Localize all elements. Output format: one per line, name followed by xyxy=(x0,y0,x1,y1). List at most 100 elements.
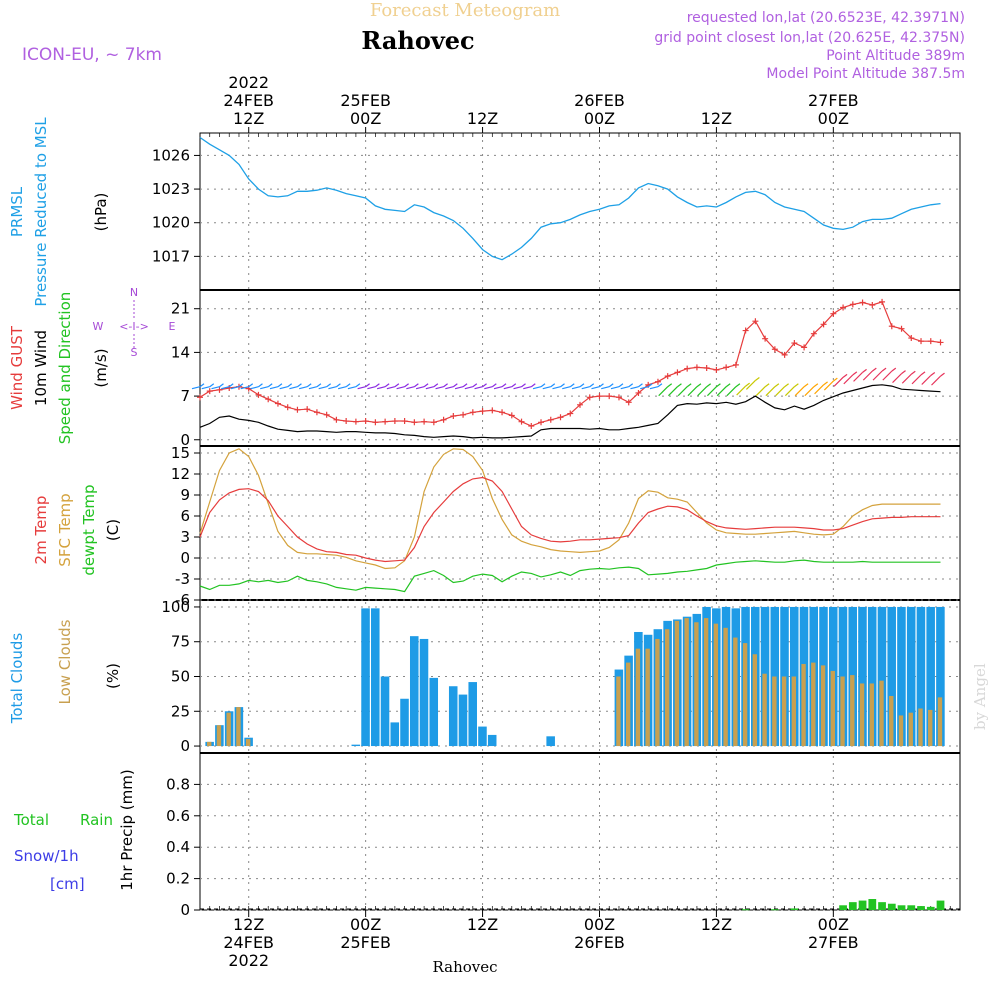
wind-barb xyxy=(289,386,298,390)
y-tick-label: 0 xyxy=(180,901,190,919)
rain-bar xyxy=(839,905,847,910)
gust-point xyxy=(343,418,350,425)
rain-label: Rain xyxy=(80,811,113,829)
wind-barb xyxy=(318,386,327,390)
wind-barb xyxy=(921,375,932,385)
y-tick-label: 50 xyxy=(171,668,190,686)
wind-barb-tick xyxy=(608,383,614,388)
gust-point xyxy=(625,399,632,406)
low-cloud-bar xyxy=(674,620,680,747)
total-cloud-bar xyxy=(858,606,867,747)
wind-barb-tick xyxy=(501,383,507,388)
snow-unit-label: [cm] xyxy=(50,875,85,893)
wind-barb-tick xyxy=(891,367,897,372)
gust-point xyxy=(274,400,281,407)
gust-point xyxy=(849,301,856,308)
pressure-msl-label: Pressure Reduced to MSL xyxy=(32,117,50,307)
gust-point xyxy=(255,391,262,398)
wind-barb xyxy=(435,386,444,390)
wind-barb xyxy=(357,386,366,390)
gust-point xyxy=(557,414,564,421)
wind-labels: Wind GUST 10m Wind Speed and Direction (… xyxy=(8,286,176,444)
wind-barb xyxy=(697,386,708,397)
bottom-time-label: 12Z xyxy=(233,915,264,934)
wind-barb xyxy=(386,386,396,390)
gust-point xyxy=(693,364,700,371)
rain-bar xyxy=(878,902,886,910)
t2m-label: 2m Temp xyxy=(32,496,50,565)
wind-barb xyxy=(279,386,288,390)
wind-barb-tick xyxy=(881,367,887,372)
low-cloud-bar xyxy=(762,673,767,747)
wind-barb-tick xyxy=(657,383,663,388)
y-tick-label: -6 xyxy=(175,591,190,609)
wind-barb-tick xyxy=(452,383,458,388)
wind-speed-line xyxy=(199,384,941,439)
low-cloud-bar xyxy=(216,725,222,747)
low-cloud-bar xyxy=(781,676,787,747)
low-cloud-bar xyxy=(830,670,835,747)
wind-barb-tick xyxy=(647,383,653,388)
wind-barb-tick xyxy=(618,383,624,388)
low-cloud-bar xyxy=(908,712,913,747)
gust-point xyxy=(333,416,340,423)
wind-barb-tick xyxy=(219,383,224,388)
total-cloud-bar xyxy=(390,722,400,747)
total-cloud-bar xyxy=(371,608,380,747)
gust-point xyxy=(216,386,223,393)
gust-point xyxy=(791,340,798,347)
total-cloud-bar xyxy=(867,606,877,747)
gust-line xyxy=(199,301,941,427)
total-cloud-bar xyxy=(429,677,439,747)
wind-barb xyxy=(367,386,376,390)
y-tick-label: 25 xyxy=(171,702,190,720)
wind-barb xyxy=(211,386,220,390)
wind-barb xyxy=(794,386,805,397)
wind-barb xyxy=(308,386,318,390)
wind-barb-tick xyxy=(560,383,565,388)
bottom-time-label: 27FEB xyxy=(808,933,859,952)
low-cloud-bar xyxy=(772,676,777,747)
total-cloud-bar xyxy=(926,606,935,747)
gust-point xyxy=(732,361,739,368)
wind-barb-tick xyxy=(940,372,945,377)
y-tick-label: 6 xyxy=(180,507,190,525)
wind-barb-tick xyxy=(287,383,293,388)
compass-w: W xyxy=(93,320,104,333)
wind-barb-tick xyxy=(267,383,273,388)
rain-total-label: Total xyxy=(13,811,49,829)
y-tick-label: 0.2 xyxy=(166,870,190,888)
total-cloud-bar xyxy=(458,694,468,747)
wind-barb xyxy=(493,386,503,390)
wind-barb xyxy=(658,386,669,397)
bottom-time-label: 24FEB xyxy=(223,933,274,952)
wind-barb-tick xyxy=(599,383,604,388)
gust-point xyxy=(654,378,661,385)
precip-labels: Total Rain Snow/1h [cm] 1hr Precip (mm) xyxy=(13,769,136,893)
wind-barb-tick xyxy=(716,383,721,388)
precip-unit-label: 1hr Precip (mm) xyxy=(118,769,136,890)
low-cloud-bar xyxy=(820,665,826,747)
wind-barb-tick xyxy=(784,383,789,388)
wind-barb-tick xyxy=(326,383,332,388)
compass-rose: N S W E <-I-> xyxy=(93,286,176,359)
low-cloud-bar xyxy=(879,680,884,747)
wind-barb-tick xyxy=(443,383,448,388)
temperature-labels: 2m Temp SFC Temp dewpt Temp (C) xyxy=(32,484,122,575)
rain-bar xyxy=(771,909,779,911)
gust-point xyxy=(421,418,428,425)
wind-barb-tick xyxy=(735,383,741,388)
gust-point xyxy=(830,310,837,317)
gust-point xyxy=(918,338,925,345)
gust-point xyxy=(937,339,944,346)
wind-barb xyxy=(532,386,542,390)
y-tick-label: 0.6 xyxy=(166,807,190,825)
y-tick-label: 7 xyxy=(180,387,190,405)
gust-point xyxy=(450,413,457,420)
wind-barb-tick xyxy=(803,383,809,388)
total-cloud-bar xyxy=(877,606,887,747)
gust-point xyxy=(294,406,301,413)
wind-barb-tick xyxy=(491,383,497,388)
low-cloud-bar xyxy=(850,675,855,747)
cloud-unit-label: (%) xyxy=(104,663,122,689)
